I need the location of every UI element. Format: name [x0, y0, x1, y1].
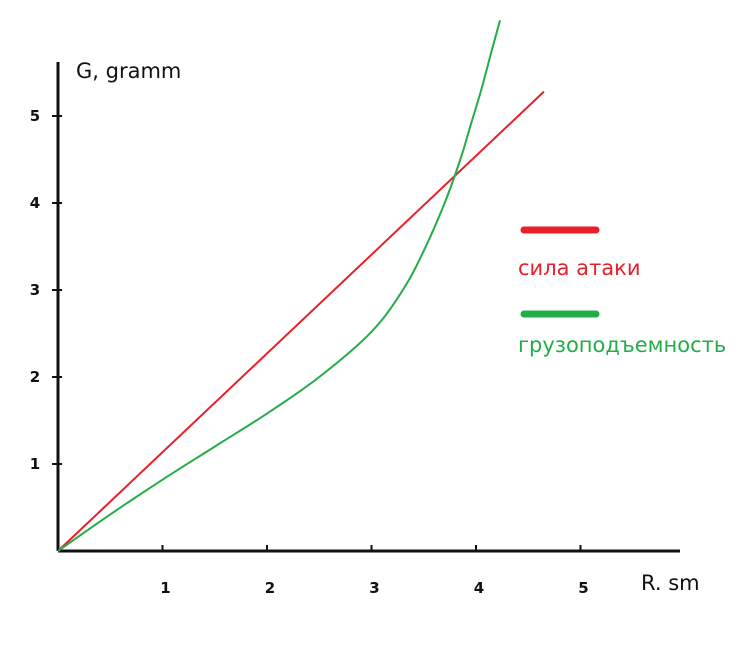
- y-tick-label: 5: [30, 107, 40, 125]
- x-tick-label: 4: [474, 579, 484, 597]
- legend: сила атаки грузоподъемность: [518, 226, 726, 357]
- x-tick-label: 1: [160, 579, 170, 597]
- y-axis-title: G, gramm: [76, 59, 181, 83]
- x-axis-title: R. sm: [641, 571, 700, 595]
- x-tick-label: 5: [578, 579, 588, 597]
- legend-label-attack: сила атаки: [518, 256, 640, 280]
- y-tick-label: 3: [30, 281, 40, 299]
- x-tick-label: 2: [265, 579, 275, 597]
- x-tick-label: 3: [369, 579, 379, 597]
- series-lines: [57, 20, 545, 552]
- series-line-lift: [57, 20, 501, 552]
- axes: [56, 62, 680, 553]
- y-tick-label: 4: [30, 194, 40, 212]
- legend-label-lift: грузоподъемность: [518, 333, 726, 357]
- series-line-attack: [57, 90, 545, 552]
- y-tick-label: 2: [30, 368, 40, 386]
- axis-ticks: 1 2 3 4 5 1 2 3 4 5: [30, 107, 589, 597]
- y-tick-label: 1: [30, 455, 40, 473]
